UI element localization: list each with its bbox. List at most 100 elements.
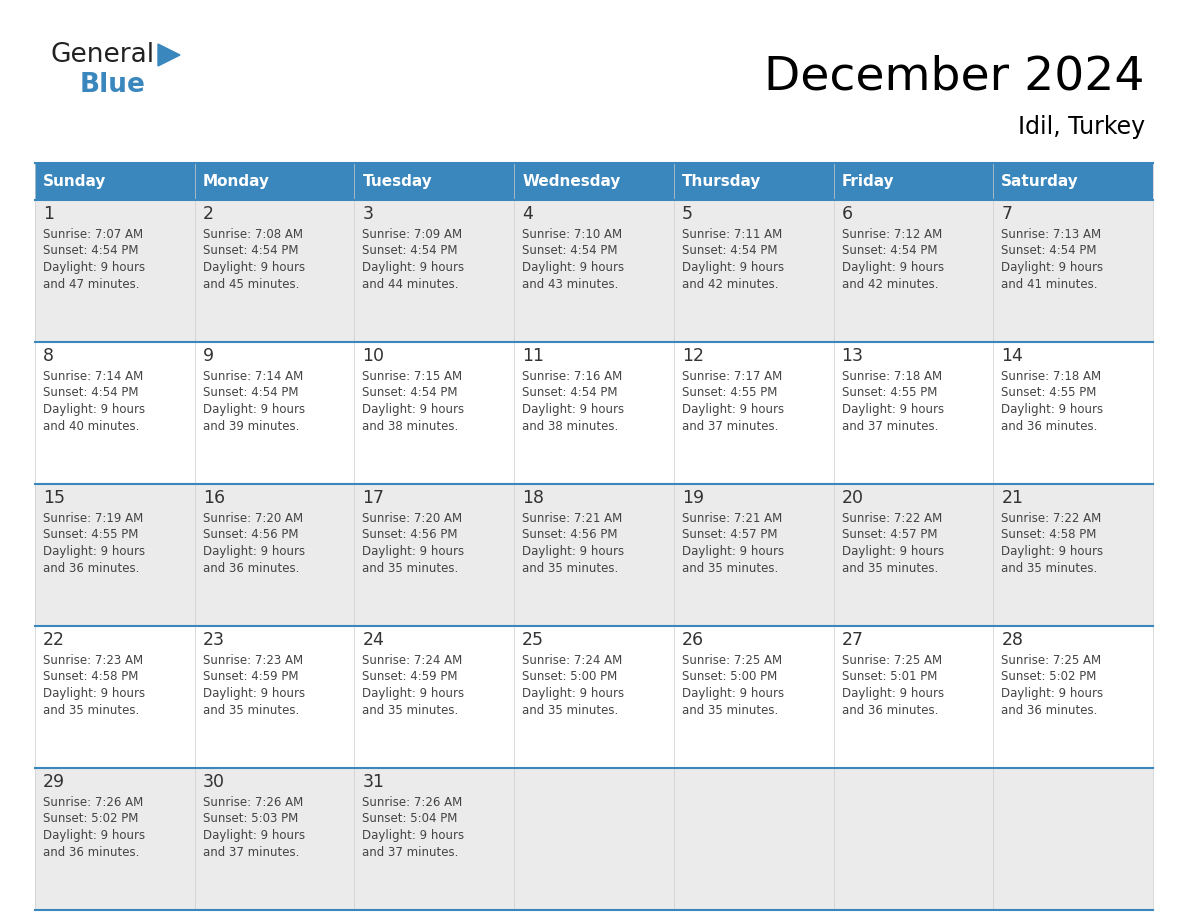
Text: Sunset: 4:54 PM: Sunset: 4:54 PM [43, 244, 139, 258]
Text: Sunrise: 7:17 AM: Sunrise: 7:17 AM [682, 370, 782, 383]
Text: Sunset: 4:55 PM: Sunset: 4:55 PM [682, 386, 777, 399]
Text: Friday: Friday [841, 174, 895, 189]
Text: and 35 minutes.: and 35 minutes. [682, 703, 778, 717]
Text: Daylight: 9 hours: Daylight: 9 hours [682, 403, 784, 416]
Bar [34, 163, 1154, 200]
Text: Sunrise: 7:13 AM: Sunrise: 7:13 AM [1001, 228, 1101, 241]
Text: Sunset: 4:54 PM: Sunset: 4:54 PM [362, 244, 457, 258]
Text: 29: 29 [43, 773, 65, 791]
Text: Sunset: 5:02 PM: Sunset: 5:02 PM [1001, 670, 1097, 684]
Text: 25: 25 [523, 631, 544, 649]
Text: Sunset: 4:54 PM: Sunset: 4:54 PM [203, 244, 298, 258]
Text: Sunrise: 7:25 AM: Sunrise: 7:25 AM [841, 654, 942, 667]
Text: Daylight: 9 hours: Daylight: 9 hours [203, 403, 305, 416]
Text: Sunset: 4:54 PM: Sunset: 4:54 PM [203, 386, 298, 399]
Text: 15: 15 [43, 489, 65, 507]
Text: Sunrise: 7:07 AM: Sunrise: 7:07 AM [43, 228, 143, 241]
Text: Sunrise: 7:14 AM: Sunrise: 7:14 AM [203, 370, 303, 383]
Text: Sunday: Sunday [43, 174, 107, 189]
Text: Sunrise: 7:12 AM: Sunrise: 7:12 AM [841, 228, 942, 241]
Text: and 36 minutes.: and 36 minutes. [43, 562, 139, 575]
Text: Sunset: 4:57 PM: Sunset: 4:57 PM [682, 529, 777, 542]
Text: 10: 10 [362, 347, 385, 365]
Text: and 42 minutes.: and 42 minutes. [841, 277, 939, 290]
Text: 2: 2 [203, 205, 214, 223]
Text: Sunset: 4:55 PM: Sunset: 4:55 PM [1001, 386, 1097, 399]
Text: and 44 minutes.: and 44 minutes. [362, 277, 459, 290]
Text: and 45 minutes.: and 45 minutes. [203, 277, 299, 290]
Text: Blue: Blue [80, 72, 146, 98]
Text: and 35 minutes.: and 35 minutes. [523, 562, 619, 575]
Text: Daylight: 9 hours: Daylight: 9 hours [682, 261, 784, 274]
Text: and 35 minutes.: and 35 minutes. [682, 562, 778, 575]
Text: Sunrise: 7:18 AM: Sunrise: 7:18 AM [1001, 370, 1101, 383]
Text: Sunrise: 7:24 AM: Sunrise: 7:24 AM [362, 654, 462, 667]
Text: Idil, Turkey: Idil, Turkey [1018, 115, 1145, 139]
Text: Sunset: 4:57 PM: Sunset: 4:57 PM [841, 529, 937, 542]
Text: Daylight: 9 hours: Daylight: 9 hours [43, 403, 145, 416]
Text: Sunset: 4:56 PM: Sunset: 4:56 PM [523, 529, 618, 542]
Text: Sunset: 4:58 PM: Sunset: 4:58 PM [1001, 529, 1097, 542]
Text: Monday: Monday [203, 174, 270, 189]
Text: Sunset: 4:54 PM: Sunset: 4:54 PM [362, 386, 457, 399]
Text: Sunset: 5:03 PM: Sunset: 5:03 PM [203, 812, 298, 825]
Text: Sunrise: 7:25 AM: Sunrise: 7:25 AM [682, 654, 782, 667]
Text: Daylight: 9 hours: Daylight: 9 hours [362, 829, 465, 842]
Text: Sunset: 4:59 PM: Sunset: 4:59 PM [362, 670, 457, 684]
Text: and 35 minutes.: and 35 minutes. [841, 562, 937, 575]
Bar [34, 484, 1154, 626]
Text: 18: 18 [523, 489, 544, 507]
Text: Sunset: 4:54 PM: Sunset: 4:54 PM [1001, 244, 1097, 258]
Text: and 39 minutes.: and 39 minutes. [203, 420, 299, 432]
Text: 24: 24 [362, 631, 384, 649]
Text: and 36 minutes.: and 36 minutes. [43, 845, 139, 858]
Text: Sunrise: 7:23 AM: Sunrise: 7:23 AM [203, 654, 303, 667]
Text: Daylight: 9 hours: Daylight: 9 hours [523, 261, 624, 274]
Text: Sunset: 4:54 PM: Sunset: 4:54 PM [43, 386, 139, 399]
Text: 28: 28 [1001, 631, 1023, 649]
Text: 27: 27 [841, 631, 864, 649]
Text: and 37 minutes.: and 37 minutes. [682, 420, 778, 432]
Text: and 47 minutes.: and 47 minutes. [43, 277, 139, 290]
Text: Daylight: 9 hours: Daylight: 9 hours [841, 403, 943, 416]
Text: 22: 22 [43, 631, 65, 649]
Text: 5: 5 [682, 205, 693, 223]
Text: Tuesday: Tuesday [362, 174, 432, 189]
Text: Sunset: 4:54 PM: Sunset: 4:54 PM [841, 244, 937, 258]
Text: Sunset: 4:55 PM: Sunset: 4:55 PM [43, 529, 138, 542]
Text: Sunset: 4:56 PM: Sunset: 4:56 PM [203, 529, 298, 542]
Text: Daylight: 9 hours: Daylight: 9 hours [841, 545, 943, 558]
Text: and 37 minutes.: and 37 minutes. [841, 420, 939, 432]
Text: Wednesday: Wednesday [523, 174, 620, 189]
Text: 11: 11 [523, 347, 544, 365]
Text: Saturday: Saturday [1001, 174, 1079, 189]
Text: 1: 1 [43, 205, 53, 223]
Text: and 35 minutes.: and 35 minutes. [362, 703, 459, 717]
Text: and 35 minutes.: and 35 minutes. [523, 703, 619, 717]
Text: 30: 30 [203, 773, 225, 791]
Text: Daylight: 9 hours: Daylight: 9 hours [43, 545, 145, 558]
Text: Daylight: 9 hours: Daylight: 9 hours [1001, 403, 1104, 416]
Text: Daylight: 9 hours: Daylight: 9 hours [203, 545, 305, 558]
Text: 20: 20 [841, 489, 864, 507]
Text: 7: 7 [1001, 205, 1012, 223]
Text: Daylight: 9 hours: Daylight: 9 hours [523, 403, 624, 416]
Text: Sunrise: 7:14 AM: Sunrise: 7:14 AM [43, 370, 144, 383]
Text: Sunset: 5:00 PM: Sunset: 5:00 PM [523, 670, 618, 684]
Text: and 40 minutes.: and 40 minutes. [43, 420, 139, 432]
Text: 3: 3 [362, 205, 373, 223]
Text: Sunrise: 7:20 AM: Sunrise: 7:20 AM [203, 512, 303, 525]
Text: Daylight: 9 hours: Daylight: 9 hours [1001, 261, 1104, 274]
Text: Daylight: 9 hours: Daylight: 9 hours [203, 829, 305, 842]
Text: and 43 minutes.: and 43 minutes. [523, 277, 619, 290]
Text: Sunrise: 7:25 AM: Sunrise: 7:25 AM [1001, 654, 1101, 667]
Polygon shape [158, 44, 181, 66]
Text: Sunrise: 7:09 AM: Sunrise: 7:09 AM [362, 228, 462, 241]
Text: Daylight: 9 hours: Daylight: 9 hours [682, 687, 784, 700]
Text: 12: 12 [682, 347, 703, 365]
Text: December 2024: December 2024 [765, 55, 1145, 100]
Text: Sunset: 4:59 PM: Sunset: 4:59 PM [203, 670, 298, 684]
Bar [34, 342, 1154, 484]
Text: and 36 minutes.: and 36 minutes. [841, 703, 939, 717]
Text: Daylight: 9 hours: Daylight: 9 hours [362, 687, 465, 700]
